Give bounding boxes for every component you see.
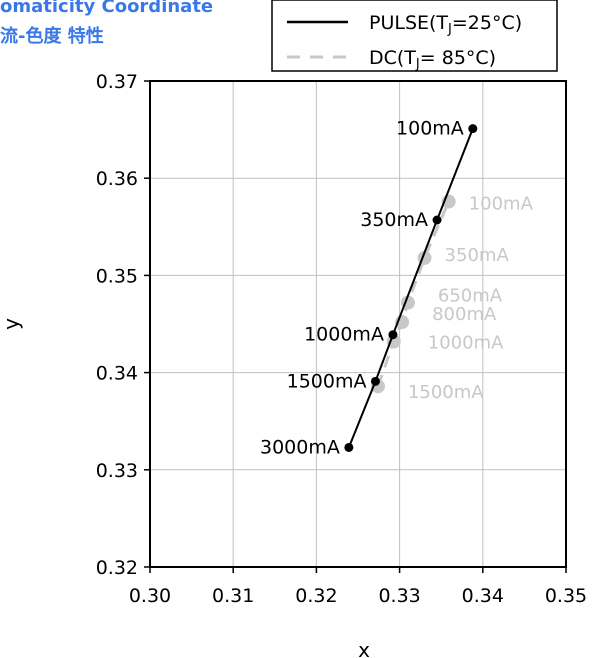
point-label-dc: 1500mA: [408, 382, 484, 403]
x-tick-label: 0.30: [129, 585, 171, 607]
chart-title-chinese: 流-色度 特性: [0, 26, 104, 47]
data-point-pulse: [344, 442, 354, 452]
point-label-pulse: 350mA: [360, 209, 428, 231]
data-point-pulse: [388, 330, 398, 340]
legend-label-pulse: PULSE(TJ=25°C): [369, 12, 522, 37]
point-label-dc: 650mA: [438, 286, 503, 307]
series-line-dc: [376, 200, 451, 387]
x-axis-label: x: [358, 638, 370, 658]
data-point-pulse: [370, 376, 380, 386]
y-tick-label: 0.33: [96, 460, 138, 482]
point-label-dc: 350mA: [445, 245, 510, 266]
point-label-dc: 800mA: [432, 304, 497, 325]
x-tick-label: 0.31: [212, 585, 254, 607]
y-tick-label: 0.35: [96, 265, 138, 287]
y-tick-label: 0.36: [96, 168, 138, 190]
y-axis-label: y: [0, 318, 23, 330]
point-label-dc: 1000mA: [428, 332, 504, 353]
data-point-pulse: [468, 124, 478, 134]
legend-label-dc: DC(TJ= 85°C): [369, 47, 496, 72]
x-tick-label: 0.35: [545, 585, 587, 607]
x-tick-label: 0.32: [295, 585, 337, 607]
data-point-pulse: [432, 215, 442, 225]
point-label-pulse: 1000mA: [304, 324, 384, 346]
y-tick-label: 0.34: [96, 363, 138, 385]
chart-title-english: omaticity Coordinate: [0, 0, 214, 17]
y-tick-label: 0.37: [96, 71, 138, 93]
point-label-pulse: 3000mA: [260, 436, 340, 458]
y-tick-label: 0.32: [96, 557, 138, 579]
legend-box: [271, 0, 558, 72]
point-label-pulse: 100mA: [396, 118, 464, 140]
point-label-pulse: 1500mA: [287, 370, 367, 392]
plot-area: [149, 80, 567, 568]
point-label-dc: 100mA: [469, 194, 534, 215]
legend: PULSE(TJ=25°C) DC(TJ= 85°C): [271, 0, 558, 72]
x-tick-label: 0.33: [378, 585, 420, 607]
x-tick-label: 0.34: [462, 585, 504, 607]
